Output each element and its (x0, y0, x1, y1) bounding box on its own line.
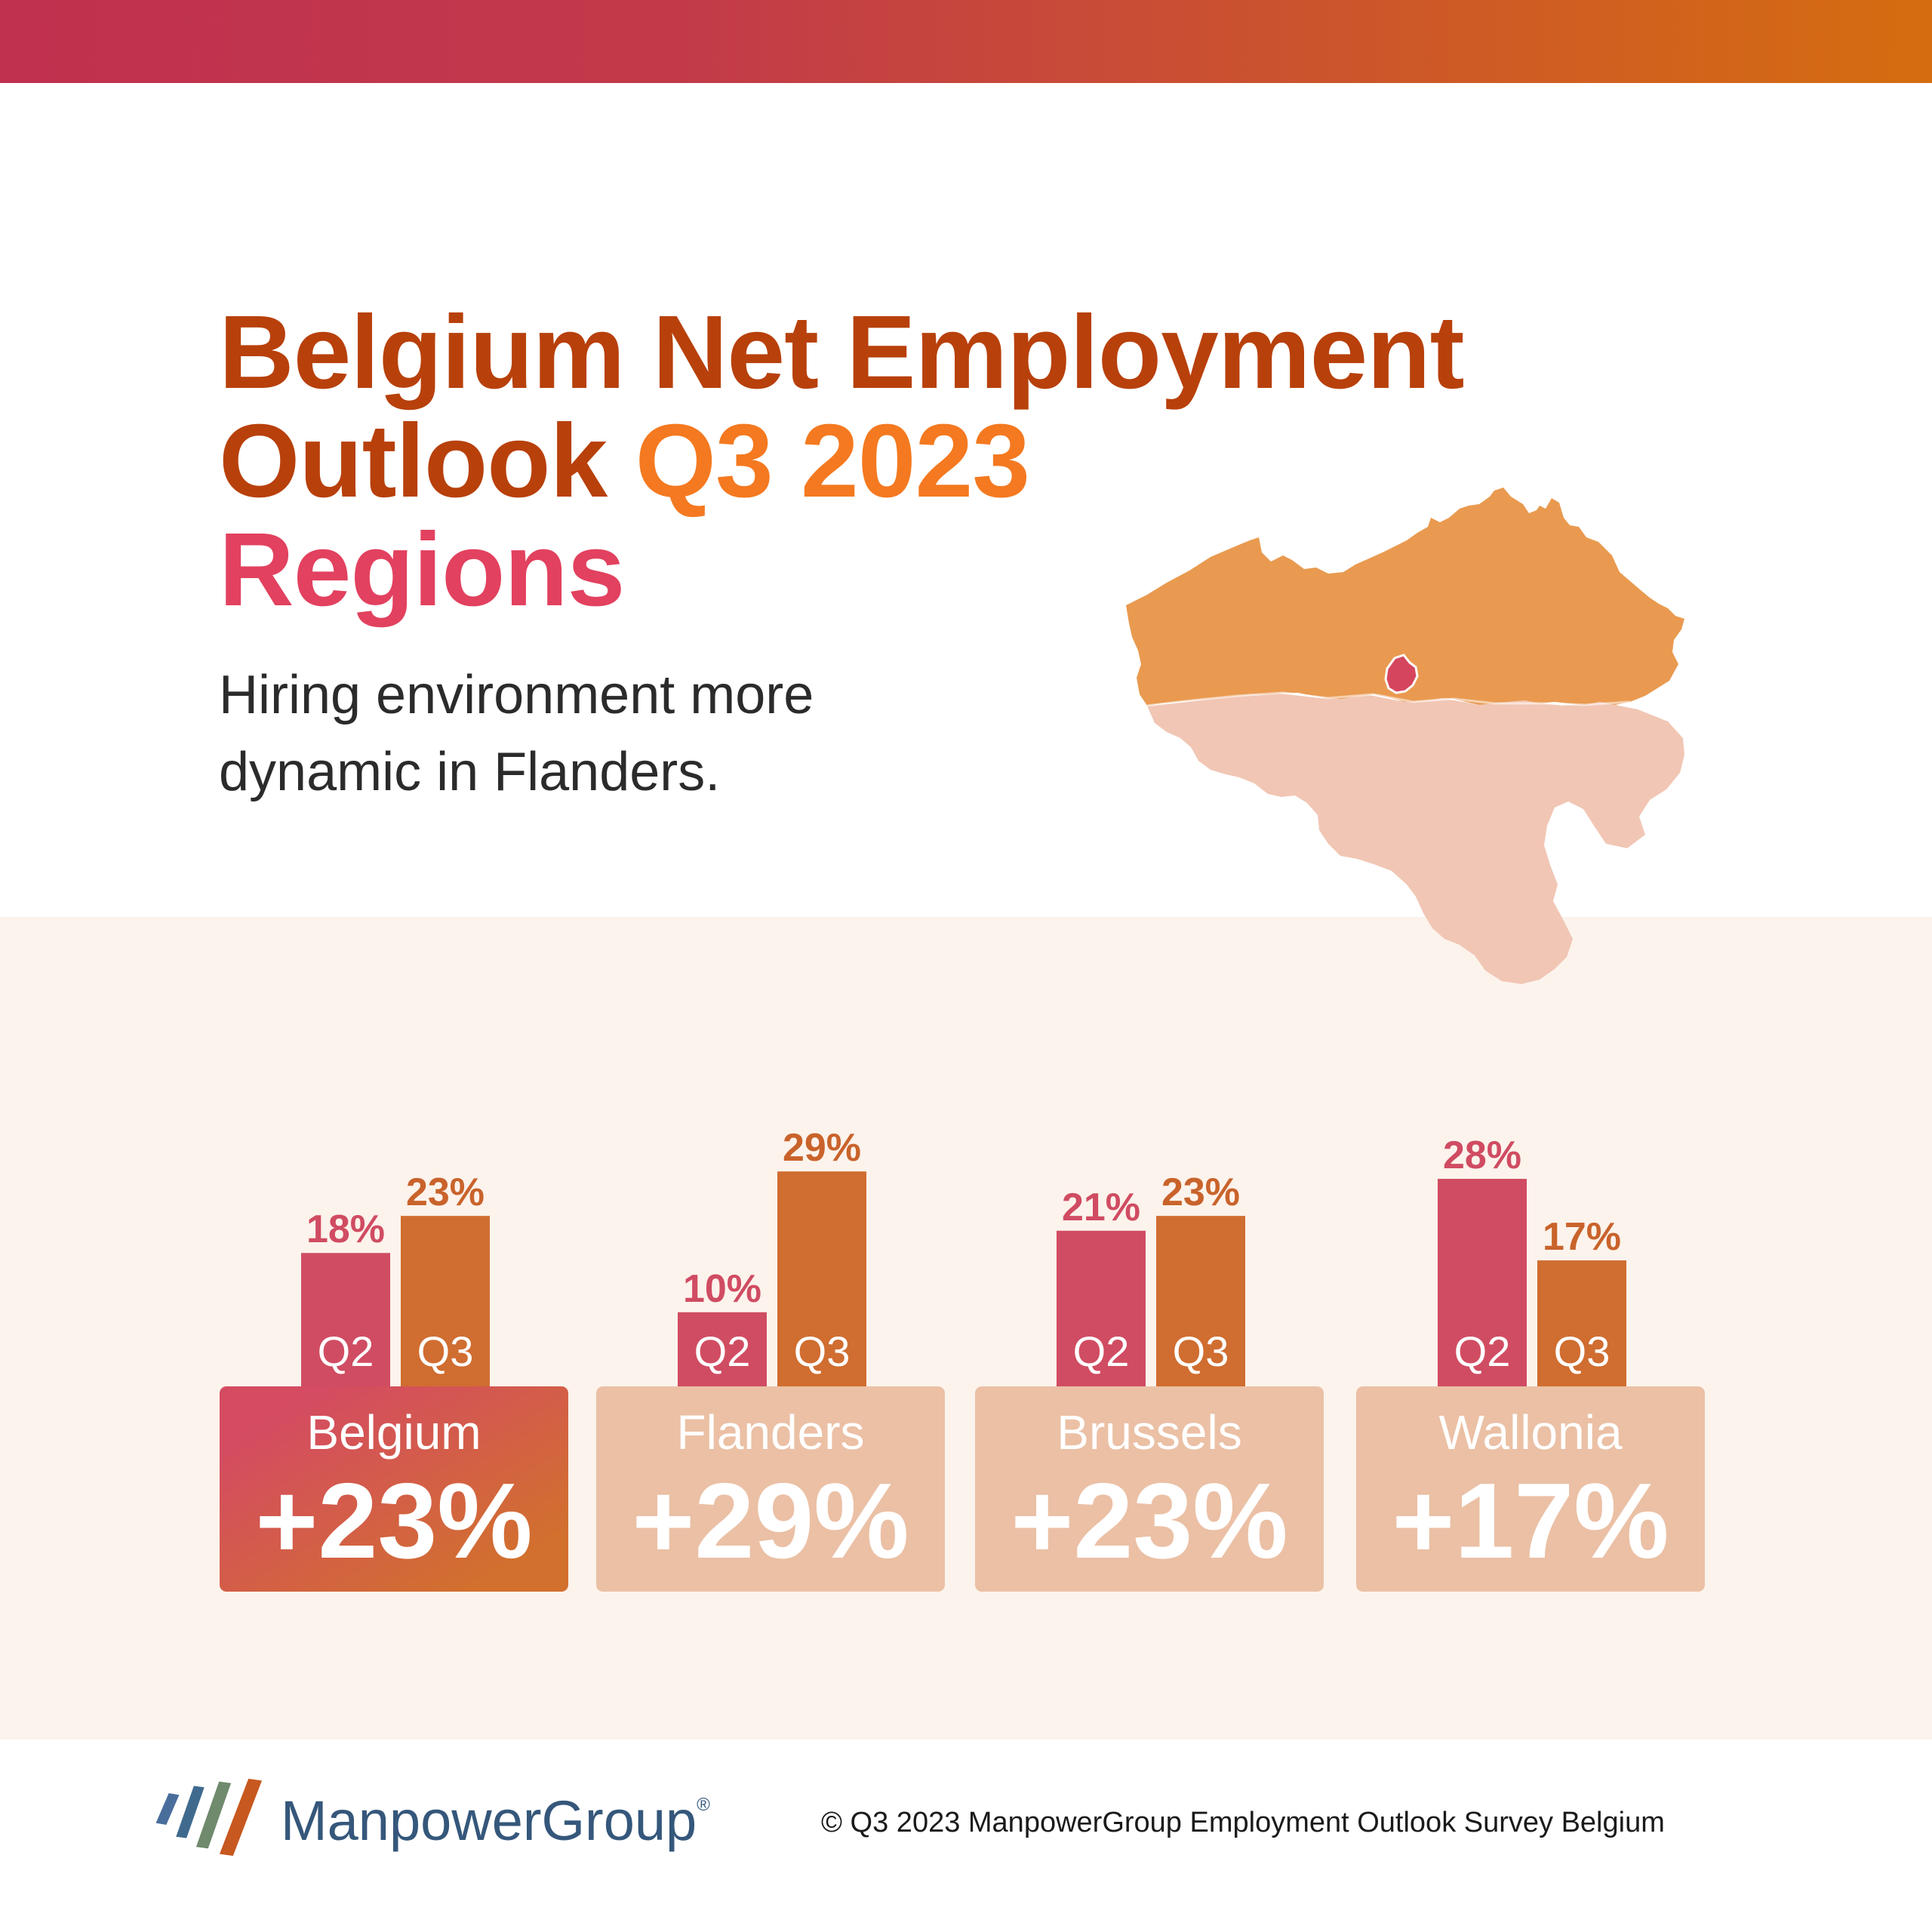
map-region-flanders (1126, 488, 1684, 706)
bar-wallonia-q2 (1438, 1179, 1527, 1386)
data-label-flanders-q3: 29% (783, 1126, 861, 1170)
data-label-brussels-q3: 23% (1161, 1171, 1240, 1214)
bar-belgium-q3 (401, 1216, 490, 1386)
bar-series-label-belgium-q2: Q2 (318, 1327, 374, 1375)
data-label-wallonia-q3: 17% (1543, 1215, 1621, 1259)
summary-value-flanders: +29% (632, 1461, 909, 1581)
bar-series-label-brussels-q3: Q3 (1173, 1327, 1229, 1375)
bar-flanders-q2 (678, 1312, 767, 1386)
bar-series-label-flanders-q3: Q3 (794, 1327, 851, 1375)
bar-series-label-flanders-q2: Q2 (694, 1327, 751, 1375)
category-label-wallonia: Wallonia (1438, 1405, 1622, 1460)
bar-series-label-wallonia-q2: Q2 (1454, 1327, 1511, 1375)
data-label-wallonia-q2: 28% (1443, 1134, 1521, 1177)
category-label-belgium: Belgium (306, 1405, 481, 1460)
summary-box-belgium (220, 1386, 568, 1592)
bar-brussels-q2 (1057, 1230, 1146, 1386)
summary-value-wallonia: +17% (1392, 1461, 1669, 1581)
manpowergroup-logo-icon (155, 1778, 263, 1857)
bar-series-label-wallonia-q3: Q3 (1554, 1327, 1611, 1375)
bar-flanders-q3 (777, 1171, 866, 1386)
title-outlook: Outlook (219, 403, 635, 519)
subtitle: Hiring environment more dynamic in Fland… (219, 657, 814, 811)
summary-value-brussels: +23% (1011, 1461, 1287, 1581)
category-label-flanders: Flanders (677, 1405, 865, 1460)
page-title: Belgium Net Employment Outlook Q3 2023 R… (219, 294, 1465, 628)
map-region-wallonia (1147, 693, 1684, 984)
map-region-brussels (1384, 654, 1419, 694)
data-label-belgium-q2: 18% (306, 1208, 385, 1251)
data-label-flanders-q2: 10% (683, 1267, 761, 1311)
summary-value-belgium: +23% (255, 1461, 532, 1581)
title-line-1: Belgium Net Employment (219, 294, 1465, 411)
employment-outlook-chart: Belgium+23%Flanders+29%Brussels+23%Wallo… (220, 1126, 1705, 1592)
category-label-brussels: Brussels (1057, 1405, 1241, 1460)
title-quarter: Q3 2023 (635, 403, 1030, 519)
data-label-brussels-q2: 21% (1062, 1186, 1140, 1229)
summary-box-wallonia (1356, 1386, 1705, 1592)
brand-text: ManpowerGroup (281, 1789, 697, 1852)
copyright-text: © Q3 2023 ManpowerGroup Employment Outlo… (821, 1807, 1665, 1838)
subtitle-line-1: Hiring environment more (219, 665, 814, 725)
bar-belgium-q2 (301, 1253, 390, 1386)
belgium-regions-map (1126, 488, 1684, 984)
summary-box-brussels (975, 1386, 1324, 1592)
title-regions: Regions (219, 512, 625, 628)
data-label-belgium-q3: 23% (406, 1171, 485, 1214)
map-region-boundary (1146, 691, 1631, 707)
top-gradient-bar (0, 0, 1932, 83)
bar-series-label-brussels-q2: Q2 (1073, 1327, 1130, 1375)
bar-wallonia-q3 (1537, 1260, 1626, 1386)
bar-series-label-belgium-q3: Q3 (417, 1327, 474, 1375)
bar-brussels-q3 (1156, 1216, 1245, 1386)
title-line-2: Outlook Q3 2023 (219, 407, 1464, 515)
subtitle-line-2: dynamic in Flanders. (219, 742, 721, 802)
brand-name: ManpowerGroup® (281, 1789, 710, 1853)
summary-box-flanders (596, 1386, 945, 1592)
registered-mark: ® (697, 1795, 710, 1815)
